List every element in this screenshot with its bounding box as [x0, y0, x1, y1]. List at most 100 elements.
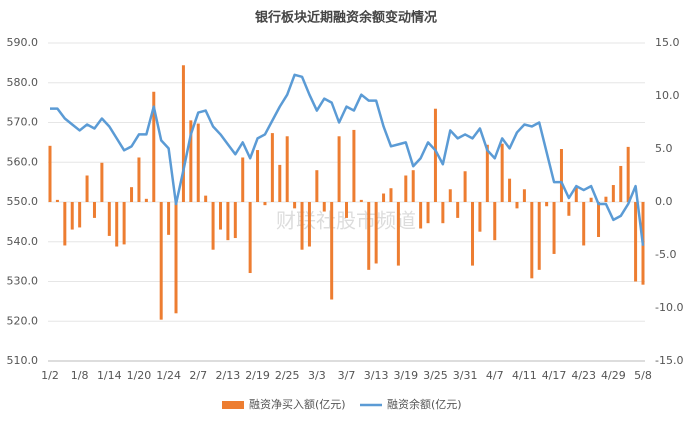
legend-label: 融资余额(亿元) [387, 397, 462, 411]
bar [552, 202, 556, 254]
y2-tick-label: -10.0 [655, 301, 683, 314]
bar [500, 143, 504, 202]
bar [337, 136, 341, 202]
bar [196, 123, 200, 202]
y-tick-label: 550.0 [7, 195, 39, 208]
x-tick-label: 1/2 [41, 369, 59, 382]
y2-tick-label: 10.0 [655, 89, 680, 102]
bar [307, 202, 311, 247]
bar [204, 195, 208, 202]
x-tick-label: 2/13 [216, 369, 241, 382]
y-tick-label: 570.0 [7, 116, 39, 129]
bar [634, 202, 638, 282]
bar [352, 129, 356, 202]
y2-tick-label: -5.0 [655, 248, 676, 261]
bar [485, 144, 489, 202]
bar [293, 202, 297, 209]
bar [582, 202, 586, 246]
bar [285, 136, 289, 202]
bar [174, 202, 178, 314]
x-tick-label: 1/8 [71, 369, 89, 382]
bar [107, 202, 111, 236]
bar [241, 157, 245, 202]
y-tick-label: 520.0 [7, 314, 39, 327]
bar [70, 202, 74, 230]
x-tick-label: 1/14 [97, 369, 122, 382]
bar [359, 199, 363, 202]
x-tick-label: 3/3 [308, 369, 326, 382]
bar [559, 149, 563, 202]
bar [389, 188, 393, 202]
y-tick-label: 530.0 [7, 275, 39, 288]
x-tick-label: 4/17 [542, 369, 567, 382]
y-tick-label: 560.0 [7, 155, 39, 168]
bar [463, 171, 467, 202]
y-tick-label: 580.0 [7, 76, 39, 89]
bar [478, 202, 482, 232]
bar [63, 202, 67, 246]
bar [530, 202, 534, 279]
y2-tick-label: 5.0 [655, 142, 673, 155]
bar [626, 146, 630, 202]
bar [567, 202, 571, 216]
x-tick-label: 3/19 [393, 369, 418, 382]
bar [374, 202, 378, 264]
bar [300, 202, 304, 250]
bar [144, 198, 148, 202]
line [50, 73, 645, 246]
bar [181, 65, 185, 202]
x-tick-label: 3/31 [453, 369, 478, 382]
bar [167, 202, 171, 235]
bar [604, 196, 608, 202]
bar [471, 202, 475, 266]
bar [189, 120, 193, 202]
bar [345, 202, 348, 218]
bar [537, 202, 541, 270]
x-tick-label: 2/25 [275, 369, 300, 382]
bar [522, 189, 526, 202]
bar [85, 175, 89, 202]
x-tick-label: 3/7 [338, 369, 356, 382]
bar [619, 165, 623, 202]
y-tick-label: 510.0 [7, 354, 39, 367]
y2-tick-label: 15.0 [655, 36, 680, 49]
x-tick-label: 2/7 [189, 369, 207, 382]
bar [589, 197, 593, 202]
bar [256, 150, 260, 202]
bar [441, 202, 445, 224]
x-tick-label: 1/24 [156, 369, 181, 382]
bar [218, 202, 222, 230]
bar [211, 202, 215, 250]
x-tick-label: 3/13 [364, 369, 389, 382]
bar [404, 175, 408, 202]
x-tick-label: 1/20 [127, 369, 152, 382]
x-tick-label: 3/25 [423, 369, 448, 382]
bar [137, 157, 141, 202]
x-tick-label: 4/11 [512, 369, 537, 382]
bar [115, 202, 119, 247]
bar [248, 202, 252, 274]
bar [396, 202, 400, 266]
y-tick-label: 540.0 [7, 235, 39, 248]
bar [130, 187, 134, 202]
y-tick-label: 590.0 [7, 36, 39, 49]
bar [270, 133, 274, 202]
bar [456, 202, 460, 218]
bar [433, 108, 437, 202]
x-tick-label: 4/29 [601, 369, 626, 382]
bar [233, 202, 237, 239]
legend-swatch [222, 401, 244, 409]
bar [419, 202, 423, 229]
bar [508, 178, 512, 202]
x-tick-label: 4/23 [571, 369, 596, 382]
bar [100, 162, 104, 202]
bar [545, 202, 549, 207]
bar [367, 202, 371, 270]
y2-tick-label: -15.0 [655, 354, 683, 367]
bar [159, 202, 163, 320]
bar [122, 202, 126, 245]
bar [263, 202, 267, 206]
bar [92, 202, 96, 218]
bar [278, 164, 282, 202]
